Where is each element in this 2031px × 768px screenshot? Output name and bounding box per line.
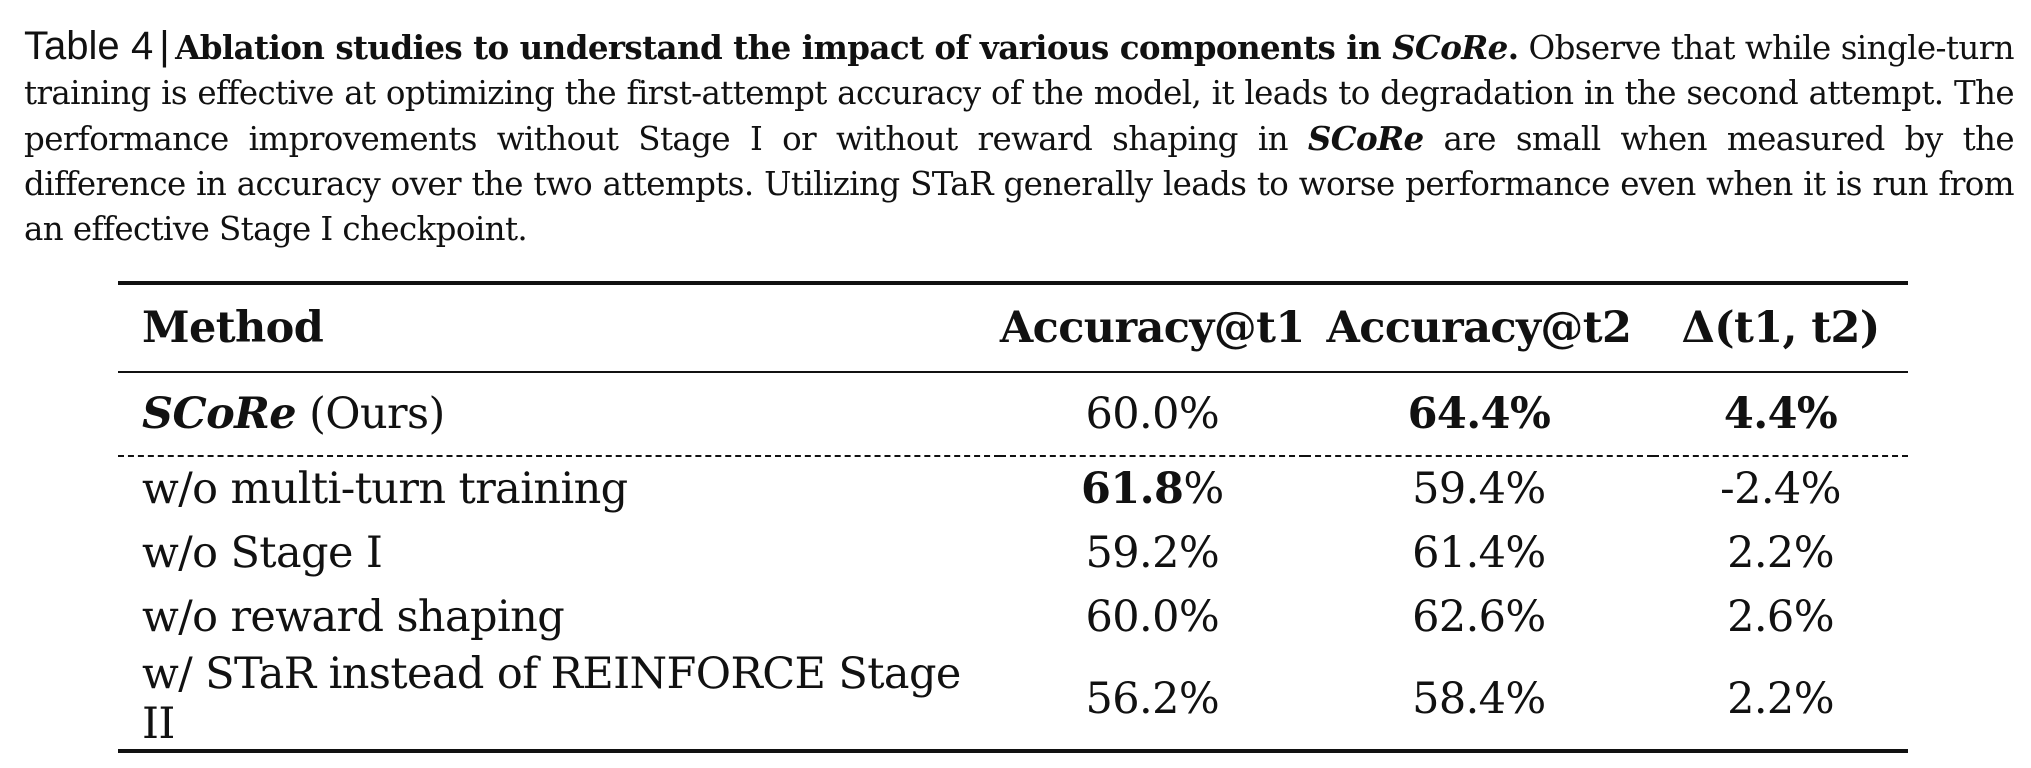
- header-accuracy-t2: Accuracy@t2: [1326, 303, 1632, 353]
- cell-accuracy-t2: 62.6%: [1412, 592, 1546, 642]
- cell-accuracy-t1: 56.2%: [1085, 674, 1220, 724]
- cell-accuracy-t2: 61.4%: [1412, 528, 1546, 578]
- table-label: Table 4: [24, 24, 154, 68]
- method-name-score: SCoRe: [142, 389, 297, 439]
- cell-method: SCoRe (Ours): [118, 372, 1000, 456]
- table-row-score: SCoRe (Ours) 60.0% 64.4% 4.4%: [118, 372, 1908, 456]
- cell-accuracy-t1: 59.2%: [1085, 528, 1220, 578]
- table-row: w/ STaR instead of REINFORCE Stage II 56…: [118, 649, 1908, 751]
- cell-delta: -2.4%: [1720, 464, 1841, 514]
- cell-delta: 2.6%: [1727, 592, 1834, 642]
- table-header-row: Method Accuracy@t1 Accuracy@t2 Δ(t1, t2): [118, 283, 1908, 372]
- caption-title-prefix: Ablation studies to understand the impac…: [175, 28, 1393, 67]
- cell-delta: 4.4%: [1723, 389, 1838, 439]
- cell-method: w/o Stage I: [142, 528, 383, 578]
- caption-title-suffix: .: [1507, 28, 1519, 67]
- header-method: Method: [142, 303, 324, 353]
- cell-delta: 2.2%: [1727, 528, 1834, 578]
- table-row: w/o Stage I 59.2% 61.4% 2.2%: [118, 521, 1908, 585]
- method-suffix: (Ours): [296, 389, 445, 439]
- table-caption: Table 4 | Ablation studies to understand t…: [24, 24, 2015, 252]
- cell-accuracy-t1: 60.0%: [1085, 592, 1220, 642]
- header-delta: Δ(t1, t2): [1681, 303, 1880, 353]
- cell-accuracy-t1: 61.8%: [1000, 456, 1305, 521]
- caption-text-method: SCoRe: [1307, 119, 1424, 158]
- cell-accuracy-t2: 64.4%: [1407, 389, 1551, 439]
- cell-accuracy-t2: 59.4%: [1412, 464, 1546, 514]
- cell-accuracy-t1-rest: %: [1183, 464, 1224, 514]
- cell-method: w/o reward shaping: [142, 592, 565, 642]
- cell-delta: 2.2%: [1727, 674, 1834, 724]
- cell-method: w/ STaR instead of REINFORCE Stage II: [142, 649, 961, 749]
- cell-accuracy-t1-bold: 61.8: [1081, 464, 1184, 514]
- ablation-table: Method Accuracy@t1 Accuracy@t2 Δ(t1, t2)…: [118, 281, 1908, 753]
- caption-separator: |: [159, 24, 170, 68]
- caption-title-method: SCoRe: [1392, 28, 1508, 67]
- caption-text-1: Observe that while single-turn training …: [24, 29, 2015, 158]
- ablation-table-container: Method Accuracy@t1 Accuracy@t2 Δ(t1, t2)…: [118, 281, 1908, 753]
- table-row: w/o reward shaping 60.0% 62.6% 2.6%: [118, 585, 1908, 649]
- table-row: w/o multi-turn training 61.8% 59.4% -2.4…: [118, 456, 1908, 521]
- header-accuracy-t1: Accuracy@t1: [999, 303, 1305, 353]
- cell-accuracy-t2: 58.4%: [1412, 674, 1546, 724]
- cell-accuracy-t1: 60.0%: [1085, 389, 1220, 439]
- caption-title: Ablation studies to understand the impac…: [175, 28, 1519, 67]
- cell-method: w/o multi-turn training: [142, 464, 628, 514]
- caption-text-2: are small when measured by the differenc…: [24, 120, 2015, 248]
